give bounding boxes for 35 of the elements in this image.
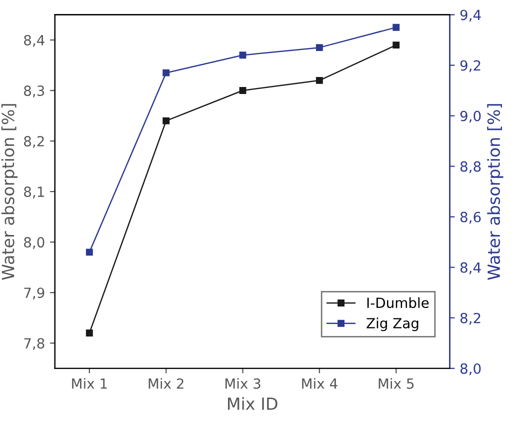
x-tick-label: Mix 1 [72, 378, 107, 389]
y2-tick-label: 9,0 [460, 110, 481, 123]
legend-label: Zig Zag [366, 318, 418, 332]
point [239, 87, 246, 94]
y-tick-label: 8,4 [24, 34, 44, 47]
point [86, 330, 93, 336]
y2-tick-label: 8,4 [460, 262, 481, 274]
point [316, 76, 323, 84]
y2-tick-label: 9,2 [460, 60, 480, 72]
point [316, 44, 323, 52]
y-tick-label: 7,9 [24, 288, 44, 300]
point [239, 52, 246, 59]
y-tick-label: 8,2 [24, 136, 44, 148]
y2-tick-label: 8,2 [460, 312, 480, 325]
y-tick-label: 8,1 [24, 186, 44, 198]
point [162, 69, 170, 76]
legend-label: I-Dumble [367, 297, 429, 308]
x-tick-label: Mix 5 [378, 378, 414, 389]
y-tick-label: 7,8 [24, 338, 44, 350]
point [392, 42, 400, 49]
point [162, 117, 170, 124]
x-axis-title: Mix ID [228, 397, 278, 410]
y-tick-label: 8,3 [24, 85, 44, 98]
y-axis-title: Water absorption [%] [1, 104, 18, 280]
y2-axis-title: Water absorption [%] [487, 104, 504, 280]
x-tick-label: Mix 3 [225, 378, 260, 389]
y-tick-label: 8,0 [24, 237, 44, 249]
x-tick-label: Mix 2 [148, 378, 184, 389]
x-tick-label: Mix 4 [302, 378, 338, 389]
y2-tick-label: 8,8 [460, 161, 481, 174]
y2-tick-label: 9,4 [460, 10, 481, 22]
y2-tick-label: 8,6 [460, 212, 481, 224]
y2-tick-label: 8,0 [460, 363, 481, 376]
point [392, 24, 400, 31]
point [86, 248, 93, 256]
